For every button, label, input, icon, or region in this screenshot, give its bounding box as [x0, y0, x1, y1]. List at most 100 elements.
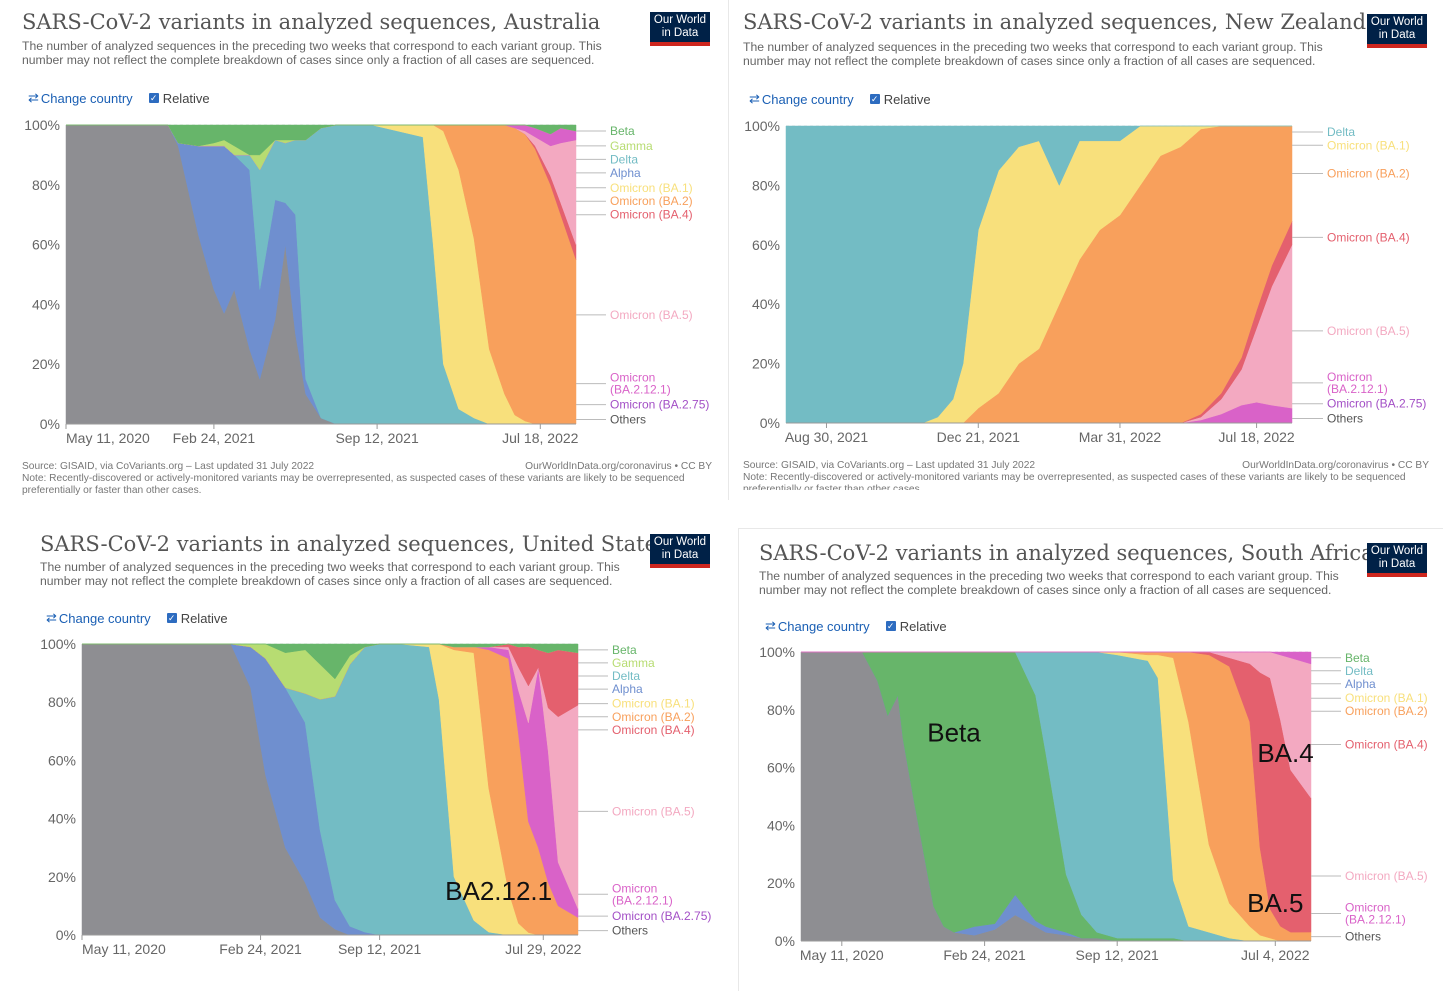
legend-beta[interactable]: Beta: [1345, 651, 1370, 665]
chart-subtitle: The number of analyzed sequences in the …: [759, 569, 1339, 597]
y-tick-label: 20%: [752, 356, 780, 372]
x-tick-label: Dec 21, 2021: [937, 429, 1020, 445]
y-tick-label: 20%: [48, 869, 76, 885]
chart-controls: ⇄ Change country ✓ Relative: [46, 610, 228, 626]
legend-omicron-ba-2-12-1[interactable]: Omicron (BA.2.12.1): [612, 881, 673, 907]
source-text: Source: GISAID, via CoVariants.org – Las…: [22, 461, 315, 472]
swap-arrows-icon: ⇄: [28, 90, 39, 105]
chart-title: SARS-CoV-2 variants in analyzed sequence…: [22, 10, 601, 34]
variant-chart-sa: 0% 20% 40% 60% 80% 100% May 11, 2020 Feb 24, 20…: [759, 644, 1428, 963]
panel-new-zealand: SARS-CoV-2 variants in analyzed sequence…: [728, 0, 1456, 500]
y-tick-label: 0%: [56, 927, 76, 943]
footer-attribution[interactable]: OurWorldInData.org/coronavirus • CC BY: [525, 461, 712, 472]
change-country-button[interactable]: ⇄ Change country: [765, 618, 870, 634]
swap-arrows-icon: ⇄: [749, 91, 760, 106]
change-country-button[interactable]: ⇄ Change country: [46, 610, 151, 626]
annotation-ba-5: BA.5: [1247, 888, 1303, 918]
chart-controls: ⇄ Change country ✓ Relative: [28, 90, 210, 106]
legend-gamma[interactable]: Gamma: [610, 139, 653, 153]
y-tick-label: 80%: [32, 177, 60, 193]
chart-subtitle: The number of analyzed sequences in the …: [22, 39, 602, 67]
legend-omicron-ba-5[interactable]: Omicron (BA.5): [612, 804, 695, 818]
annotation-ba-4: BA.4: [1257, 738, 1313, 768]
legend-omicron-ba-2-12-1[interactable]: Omicron (BA.2.12.1): [1345, 901, 1406, 927]
panel-australia: SARS-CoV-2 variants in analyzed sequence…: [0, 0, 726, 500]
legend-delta[interactable]: Delta: [1327, 125, 1355, 139]
y-tick-label: 60%: [48, 752, 76, 768]
change-country-button[interactable]: ⇄ Change country: [749, 91, 854, 107]
legend-others[interactable]: Others: [1327, 412, 1363, 426]
legend-beta[interactable]: Beta: [612, 643, 637, 657]
area-beta[interactable]: [82, 643, 579, 680]
legend-delta[interactable]: Delta: [1345, 664, 1373, 678]
variant-chart-au: 0% 20% 40% 60% 80% 100% May 11, 2020 Feb 24, 20…: [24, 117, 709, 446]
legend-omicron-ba-2[interactable]: Omicron (BA.2): [1345, 704, 1428, 718]
chart-title: SARS-CoV-2 variants in analyzed sequence…: [40, 532, 668, 556]
note-text: Note: Recently-discovered or actively-mo…: [743, 472, 1406, 490]
x-tick-label: Jul 18, 2022: [502, 430, 578, 446]
legend-omicron-ba-2-12-1[interactable]: Omicron (BA.2.12.1): [610, 371, 671, 397]
legend-omicron-ba-4[interactable]: Omicron (BA.4): [1327, 230, 1410, 244]
legend-omicron-ba-2[interactable]: Omicron (BA.2): [1327, 167, 1410, 181]
chart-subtitle: The number of analyzed sequences in the …: [40, 560, 620, 588]
chart-controls: ⇄ Change country ✓ Relative: [749, 91, 931, 107]
y-tick-label: 100%: [759, 644, 795, 660]
legend-delta[interactable]: Delta: [610, 152, 638, 166]
owid-logo[interactable]: Our World in Data: [1367, 543, 1427, 577]
owid-logo[interactable]: Our World in Data: [650, 534, 710, 568]
legend-omicron-ba-2-75[interactable]: Omicron (BA.2.75): [1327, 397, 1426, 411]
legend-omicron-ba-4[interactable]: Omicron (BA.4): [1345, 737, 1428, 751]
legend-omicron-ba-2[interactable]: Omicron (BA.2): [610, 194, 693, 208]
legend-omicron-ba-5[interactable]: Omicron (BA.5): [1345, 869, 1428, 883]
x-tick-label: Aug 30, 2021: [785, 429, 869, 445]
legend-gamma[interactable]: Gamma: [612, 656, 655, 670]
y-tick-label: 100%: [40, 636, 76, 652]
legend-alpha[interactable]: Alpha: [610, 166, 641, 180]
legend-omicron-ba-2-75[interactable]: Omicron (BA.2.75): [610, 398, 709, 412]
owid-logo[interactable]: Our World in Data: [1367, 14, 1427, 48]
legend-others[interactable]: Others: [612, 924, 648, 938]
y-tick-label: 80%: [767, 702, 795, 718]
legend-omicron-ba-2[interactable]: Omicron (BA.2): [612, 710, 695, 724]
legend-omicron-ba-4[interactable]: Omicron (BA.4): [610, 208, 693, 222]
x-tick-label: Feb 24, 2021: [943, 947, 1026, 963]
swap-arrows-icon: ⇄: [46, 610, 57, 625]
legend-omicron-ba-1[interactable]: Omicron (BA.1): [1345, 691, 1428, 705]
legend-omicron-ba-5[interactable]: Omicron (BA.5): [1327, 324, 1410, 338]
area-delta[interactable]: [785, 125, 1292, 424]
legend-delta[interactable]: Delta: [612, 669, 640, 683]
legend-alpha[interactable]: Alpha: [612, 682, 643, 696]
y-tick-label: 0%: [760, 415, 780, 431]
relative-toggle[interactable]: ✓ Relative: [166, 610, 228, 626]
change-country-button[interactable]: ⇄ Change country: [28, 90, 133, 106]
legend-omicron-ba-2-12-1[interactable]: Omicron (BA.2.12.1): [1327, 370, 1388, 396]
legend-beta[interactable]: Beta: [610, 124, 635, 138]
legend-omicron-ba-4[interactable]: Omicron (BA.4): [612, 723, 695, 737]
owid-logo[interactable]: Our World in Data: [650, 12, 710, 46]
source-text: Source: GISAID, via CoVariants.org – Las…: [743, 460, 1036, 471]
y-tick-label: 80%: [48, 694, 76, 710]
legend-omicron-ba-1[interactable]: Omicron (BA.1): [610, 181, 693, 195]
legend-omicron-ba-1[interactable]: Omicron (BA.1): [612, 697, 695, 711]
y-tick-label: 40%: [767, 817, 795, 833]
annotation-ba2-12-1: BA2.12.1: [445, 876, 552, 906]
legend-omicron-ba-1[interactable]: Omicron (BA.1): [1327, 138, 1410, 152]
legend-others[interactable]: Others: [1345, 930, 1381, 944]
legend-omicron-ba-5[interactable]: Omicron (BA.5): [610, 308, 693, 322]
relative-toggle[interactable]: ✓ Relative: [148, 90, 210, 106]
legend-omicron-ba-2-75[interactable]: Omicron (BA.2.75): [612, 909, 711, 923]
footer-attribution[interactable]: OurWorldInData.org/coronavirus • CC BY: [1242, 460, 1429, 471]
x-tick-label: Sep 12, 2021: [1076, 947, 1160, 963]
y-tick-label: 40%: [752, 296, 780, 312]
x-tick-label: Mar 31, 2022: [1079, 429, 1162, 445]
x-tick-label: May 11, 2020: [800, 947, 884, 963]
y-tick-label: 40%: [32, 296, 60, 312]
legend-others[interactable]: Others: [610, 413, 646, 427]
variant-chart-us: 0% 20% 40% 60% 80% 100% May 11, 2020 Feb 24, 20…: [40, 636, 711, 957]
y-tick-label: 80%: [752, 177, 780, 193]
area-beta[interactable]: [66, 124, 577, 156]
checkbox-icon: ✓: [885, 621, 896, 631]
relative-toggle[interactable]: ✓ Relative: [869, 91, 931, 107]
relative-toggle[interactable]: ✓ Relative: [885, 618, 947, 634]
legend-alpha[interactable]: Alpha: [1345, 677, 1376, 691]
